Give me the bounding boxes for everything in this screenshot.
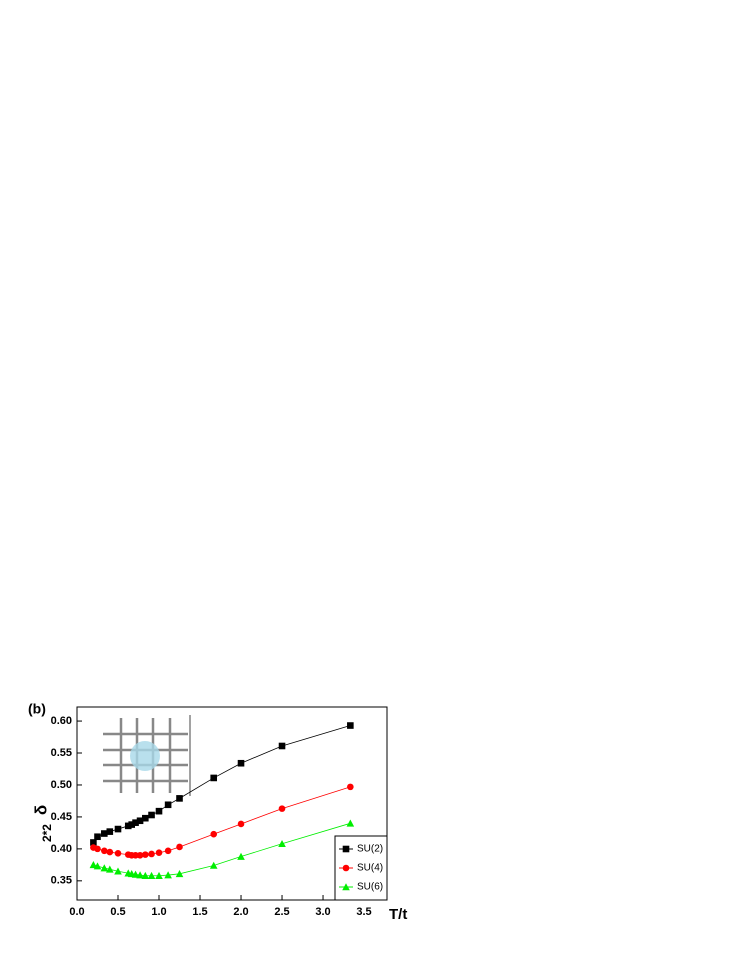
marker-circle	[342, 864, 350, 872]
marker-triangle	[100, 864, 109, 872]
y-tick-label: 0.50	[51, 779, 72, 791]
y-tick-label: 0.35	[51, 875, 72, 887]
panel-label: (b)	[28, 701, 46, 717]
marker-square	[114, 825, 122, 833]
marker-circle	[210, 830, 218, 838]
y-axis-label: δ	[31, 805, 50, 815]
marker-circle	[136, 851, 144, 859]
y-axis-subscript: 2*2	[40, 824, 54, 842]
marker-circle	[278, 805, 286, 812]
marker-circle	[155, 849, 163, 857]
marker-square	[132, 819, 139, 826]
y-tick-label: 0.55	[51, 747, 72, 759]
marker-square	[142, 814, 149, 822]
x-tick-label: 2.0	[233, 906, 248, 918]
marker-square	[106, 828, 114, 835]
marker-triangle	[278, 839, 286, 848]
marker-square	[278, 742, 286, 750]
marker-triangle	[141, 871, 150, 880]
y-axis-symbol: δ	[31, 805, 50, 815]
marker-triangle	[106, 865, 114, 873]
legend-label: SU(6)	[357, 882, 383, 893]
x-tick-label: 0.5	[110, 906, 125, 918]
marker-triangle	[114, 867, 122, 875]
marker-triangle	[175, 869, 184, 878]
marker-square	[101, 830, 108, 837]
marker-square	[90, 839, 97, 846]
legend-label: SU(2)	[357, 844, 383, 855]
marker-triangle	[155, 871, 163, 880]
marker-circle	[176, 843, 183, 851]
x-tick-label: 3.0	[315, 906, 330, 918]
marker-circle	[164, 847, 172, 855]
marker-circle	[101, 847, 108, 855]
marker-square	[148, 811, 155, 819]
x-tick-label: 1.0	[151, 906, 166, 918]
marker-triangle	[89, 861, 98, 869]
marker-square	[155, 807, 163, 815]
x-tick-label: 1.5	[192, 906, 207, 918]
marker-triangle	[131, 870, 140, 878]
marker-square	[94, 833, 101, 841]
inset-lattice	[103, 715, 191, 796]
y-tick-label: 0.40	[51, 843, 72, 855]
marker-circle	[94, 845, 101, 853]
marker-triangle	[346, 819, 355, 827]
marker-circle	[237, 820, 245, 828]
marker-triangle	[209, 861, 218, 869]
marker-square	[210, 774, 218, 782]
marker-triangle	[342, 883, 350, 891]
marker-circle	[347, 783, 354, 791]
x-axis-label: T/t	[389, 906, 407, 923]
legend-label: SU(4)	[357, 863, 383, 874]
y-axis-sub: 2*2	[40, 824, 54, 842]
series-line	[93, 786, 351, 856]
marker-triangle	[136, 871, 144, 879]
marker-circle	[142, 851, 149, 858]
plot-frame	[76, 706, 388, 901]
x-tick-label: 0.0	[69, 906, 84, 918]
marker-square	[124, 822, 132, 830]
x-tick-label: 3.5	[356, 906, 371, 918]
marker-square	[342, 845, 350, 853]
marker-square	[347, 722, 354, 729]
marker-triangle	[164, 871, 172, 879]
marker-triangle	[147, 871, 156, 880]
marker-square	[136, 817, 144, 825]
marker-circle	[132, 851, 139, 859]
marker-triangle	[237, 852, 245, 860]
y-tick-label: 0.45	[51, 811, 72, 823]
marker-square	[176, 795, 183, 802]
marker-square	[164, 801, 172, 809]
y-tick-label: 0.60	[51, 715, 72, 727]
x-tick-label: 2.5	[274, 906, 289, 918]
marker-square	[237, 759, 245, 767]
marker-circle	[148, 850, 155, 858]
marker-triangle	[93, 862, 102, 870]
marker-square	[128, 821, 136, 828]
marker-circle	[106, 848, 114, 856]
marker-circle	[114, 850, 122, 857]
